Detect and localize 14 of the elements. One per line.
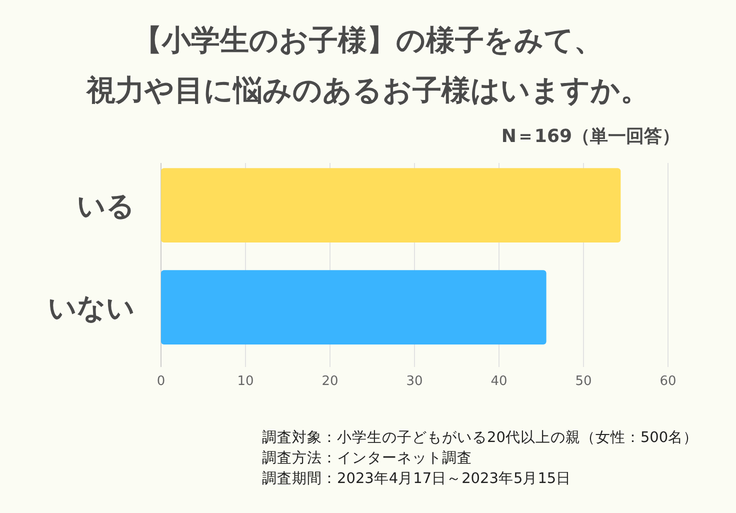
text: 調査期間：2023年4月17日～2023年5月15日 [262, 470, 572, 487]
x-tick-label: 20 [322, 374, 338, 389]
x-tick-label: 50 [575, 374, 592, 389]
x-tick-label: 30 [406, 374, 423, 389]
y-tick-label: いる [77, 189, 135, 222]
x-tick-label: 0 [156, 374, 166, 389]
x-tick-label: 60 [660, 374, 676, 389]
chart-subtitle: N＝169（単一回答） [501, 126, 680, 147]
x-tick-label: 40 [490, 374, 508, 389]
text: 調査対象：小学生の子どもがいる20代以上の親（女性：500名） [262, 429, 698, 446]
text: 調査方法：インターネット調査 [262, 450, 472, 466]
y-tick-label: いない [48, 291, 135, 324]
x-tick-label: 10 [237, 374, 254, 389]
chart-title: 【小学生のお子様】の様子をみて、視力や目に悩みのあるお子様はいますか。 [86, 23, 650, 107]
